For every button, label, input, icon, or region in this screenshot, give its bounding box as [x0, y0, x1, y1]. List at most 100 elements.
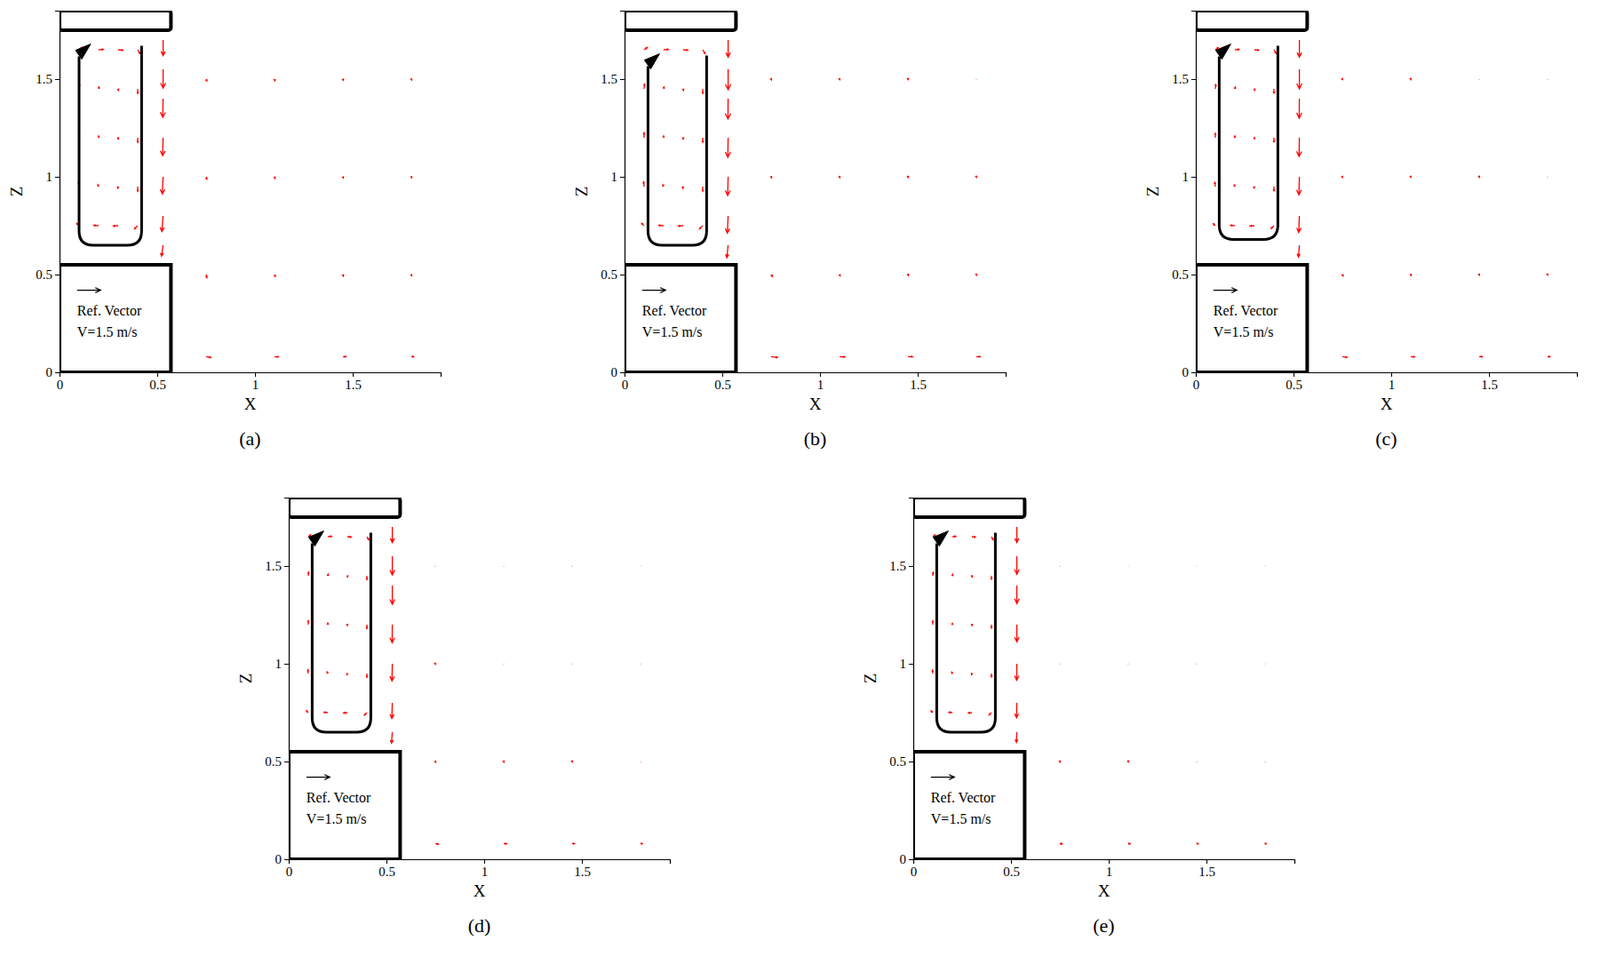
velocity-vector: [683, 48, 688, 51]
velocity-vector: [1479, 356, 1483, 359]
tick-mark: [254, 372, 256, 377]
velocity-vector: [571, 565, 573, 567]
velocity-vector: [701, 186, 704, 192]
x-axis: 00.511.5: [286, 859, 671, 879]
velocity-vector: [1014, 624, 1019, 642]
axis-line: [1196, 373, 1578, 378]
velocity-vector: [206, 274, 208, 279]
tick: 0: [899, 851, 915, 867]
velocity-vector: [205, 79, 207, 81]
velocity-vector: [1341, 175, 1344, 178]
velocity-vector: [503, 843, 507, 845]
velocity-vector: [326, 622, 329, 625]
vectors: [931, 526, 1266, 844]
tick-label: 1: [611, 169, 619, 184]
reference-vector: [77, 287, 101, 294]
tick-label: 1.5: [573, 864, 591, 879]
velocity-vector: [390, 732, 393, 743]
velocity-vector: [1058, 760, 1061, 763]
tick-label: 0: [1193, 377, 1201, 392]
velocity-vector: [1341, 273, 1344, 276]
velocity-vector: [724, 176, 731, 196]
tick-label: 1.5: [1198, 864, 1216, 879]
velocity-vector: [327, 535, 332, 538]
velocity-vector: [572, 843, 575, 845]
velocity-vector: [1233, 184, 1236, 187]
velocity-vector: [838, 273, 841, 276]
tick-label: 1: [275, 656, 283, 671]
velocity-vector: [346, 574, 349, 577]
tick-label: 1: [1182, 169, 1190, 184]
reference-label: Ref. Vector: [306, 789, 372, 805]
obstacle: [59, 264, 171, 373]
velocity-vector: [502, 760, 505, 763]
tick: 1.5: [573, 859, 591, 879]
velocity-vector: [1546, 175, 1548, 178]
velocity-vector: [1014, 556, 1019, 574]
obstacle: [624, 264, 736, 373]
tick: 1.5: [1171, 71, 1196, 87]
reference-label: Ref. Vector: [931, 789, 996, 805]
velocity-vector: [160, 137, 166, 156]
tick-mark: [1010, 859, 1012, 864]
velocity-vector: [644, 47, 648, 50]
velocity-vector: [988, 712, 992, 716]
velocity-vector: [907, 78, 909, 80]
tick-mark: [1191, 79, 1196, 80]
velocity-vector: [1195, 565, 1197, 566]
tick: 0.5: [1002, 859, 1020, 879]
y-axis: 00.511.5: [264, 498, 289, 868]
velocity-vector: [907, 356, 913, 359]
x-axis: 00.511.5: [1193, 372, 1578, 392]
tick: 0.5: [35, 267, 60, 282]
reference-label: Ref. Vector: [77, 302, 143, 319]
velocity-vector: [434, 565, 436, 567]
tick: 0: [275, 851, 290, 867]
velocity-vector: [1478, 273, 1481, 276]
velocity-vector: [643, 84, 645, 89]
tick-mark: [908, 663, 914, 665]
circulation-loop: [79, 46, 142, 246]
tick-label: 1.5: [1480, 377, 1498, 392]
velocity-vector: [951, 622, 954, 625]
tick-label: 0.5: [889, 754, 907, 769]
velocity-vector: [839, 356, 845, 359]
y-axis-title: Z: [572, 186, 591, 198]
tick-label: 0.5: [1171, 267, 1189, 282]
axis-line: [60, 373, 442, 378]
panel-label: (e): [1092, 914, 1115, 937]
tick-label: 0: [275, 851, 283, 867]
circulation-arrowhead: [1215, 44, 1231, 60]
y-axis: 00.511.5: [1171, 11, 1196, 381]
velocity-vector: [160, 39, 166, 56]
plot-area: [624, 10, 980, 373]
velocity-vector: [410, 175, 413, 178]
velocity-vector: [324, 711, 328, 714]
tick-mark: [1391, 372, 1393, 377]
velocity-vector: [682, 88, 685, 91]
tick-mark: [157, 372, 159, 377]
circulation-loop: [1218, 46, 1278, 240]
tick-mark: [1191, 176, 1196, 178]
velocity-vector: [1297, 176, 1302, 195]
tick: 0.5: [1285, 372, 1303, 392]
velocity-vector: [975, 273, 978, 276]
reference-label: Ref. Vector: [642, 302, 708, 319]
velocity-vector: [1014, 585, 1019, 604]
velocity-vector: [502, 662, 504, 665]
velocity-vector: [1264, 760, 1266, 763]
velocity-vector: [206, 356, 211, 359]
velocity-vector: [1409, 78, 1412, 80]
velocity-vector: [366, 536, 369, 541]
velocity-vector: [838, 78, 841, 80]
velocity-vector: [1196, 843, 1199, 845]
x-axis: 00.511.5: [56, 372, 442, 392]
tick-label: 0.5: [1285, 377, 1303, 392]
velocity-vector: [1264, 662, 1266, 664]
velocity-vector: [1253, 186, 1256, 189]
tick-mark: [620, 372, 625, 374]
reference-label: Ref. Vector: [1213, 302, 1279, 319]
tick-label: 0: [899, 851, 908, 867]
plot-area: [288, 497, 643, 860]
tick: 1: [1182, 169, 1197, 184]
